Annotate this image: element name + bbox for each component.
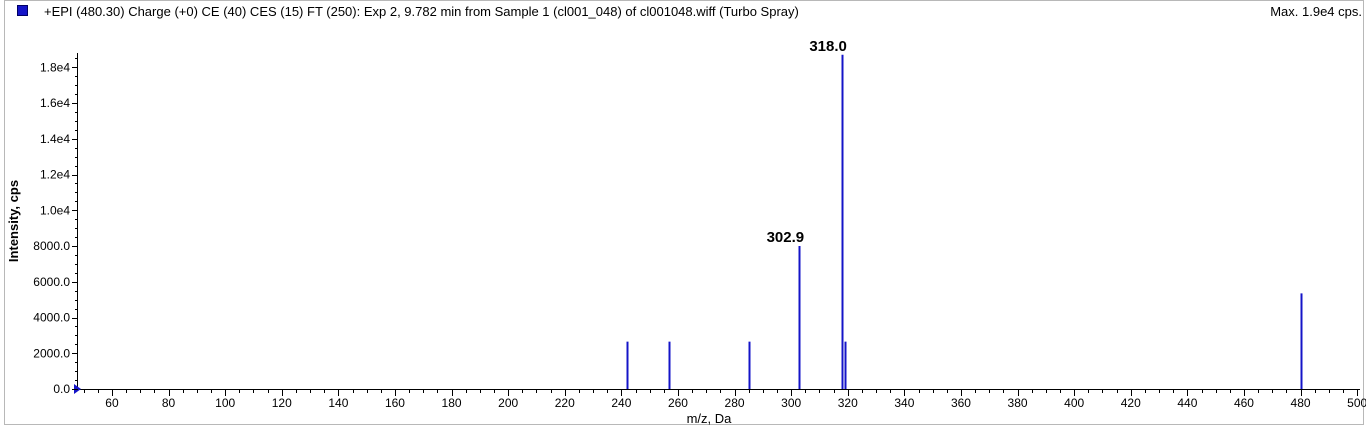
x-tick-label: 140 bbox=[328, 396, 348, 410]
x-tick-label: 200 bbox=[498, 396, 518, 410]
y-tick-label: 1.8e4 bbox=[40, 60, 70, 74]
x-tick-label: 280 bbox=[725, 396, 745, 410]
x-tick-label: 260 bbox=[668, 396, 688, 410]
x-tick-label: 240 bbox=[611, 396, 631, 410]
x-tick-label: 440 bbox=[1177, 396, 1197, 410]
peak-annotations: 302.9 318.0 bbox=[767, 38, 847, 246]
y-tick-label: 6000.0 bbox=[33, 275, 70, 289]
x-tick-label: 360 bbox=[951, 396, 971, 410]
x-tick-label: 380 bbox=[1008, 396, 1028, 410]
y-tick-label: 1.2e4 bbox=[40, 168, 70, 182]
x-tick-label: 300 bbox=[781, 396, 801, 410]
x-tick-label: 320 bbox=[838, 396, 858, 410]
x-ticks: 60 80 100 120 140 160 180 200 220 240 260 280 300 320… bbox=[84, 390, 1366, 410]
x-tick-label: 120 bbox=[272, 396, 292, 410]
spectrum-peaks bbox=[626, 54, 1303, 389]
x-tick-label: 100 bbox=[215, 396, 235, 410]
x-tick-label: 80 bbox=[162, 396, 176, 410]
series-color-swatch bbox=[17, 5, 28, 16]
y-ticks: 0.0 2000.0 4000.0 6000.0 8000.0 1.0e4 1.2e4 1.4… bbox=[33, 58, 78, 396]
x-tick-label: 160 bbox=[385, 396, 405, 410]
chart-title: +EPI (480.30) Charge (+0) CE (40) CES (1… bbox=[44, 4, 799, 19]
y-tick-label: 0.0 bbox=[53, 382, 70, 396]
x-axis-title: m/z, Da bbox=[687, 411, 733, 426]
y-tick-label: 1.6e4 bbox=[40, 96, 70, 110]
x-tick-label: 180 bbox=[442, 396, 462, 410]
y-tick-label: 4000.0 bbox=[33, 311, 70, 325]
x-tick-label: 60 bbox=[105, 396, 119, 410]
spectrum-panel bbox=[4, 0, 1364, 425]
x-tick-label: 500 bbox=[1347, 396, 1366, 410]
y-axis-title: Intensity, cps bbox=[6, 180, 21, 262]
y-tick-label: 2000.0 bbox=[33, 346, 70, 360]
x-tick-label: 480 bbox=[1291, 396, 1311, 410]
x-tick-label: 340 bbox=[894, 396, 914, 410]
peak-label: 302.9 bbox=[767, 229, 805, 246]
x-tick-label: 460 bbox=[1234, 396, 1254, 410]
peak-label: 318.0 bbox=[809, 38, 847, 55]
x-tick-label: 400 bbox=[1064, 396, 1084, 410]
max-intensity-label: Max. 1.9e4 cps. bbox=[1270, 4, 1362, 19]
x-tick-label: 220 bbox=[555, 396, 575, 410]
y-tick-label: 1.0e4 bbox=[40, 203, 70, 217]
x-tick-label: 420 bbox=[1121, 396, 1141, 410]
y-tick-label: 1.4e4 bbox=[40, 132, 70, 146]
y-tick-label: 8000.0 bbox=[33, 239, 70, 253]
